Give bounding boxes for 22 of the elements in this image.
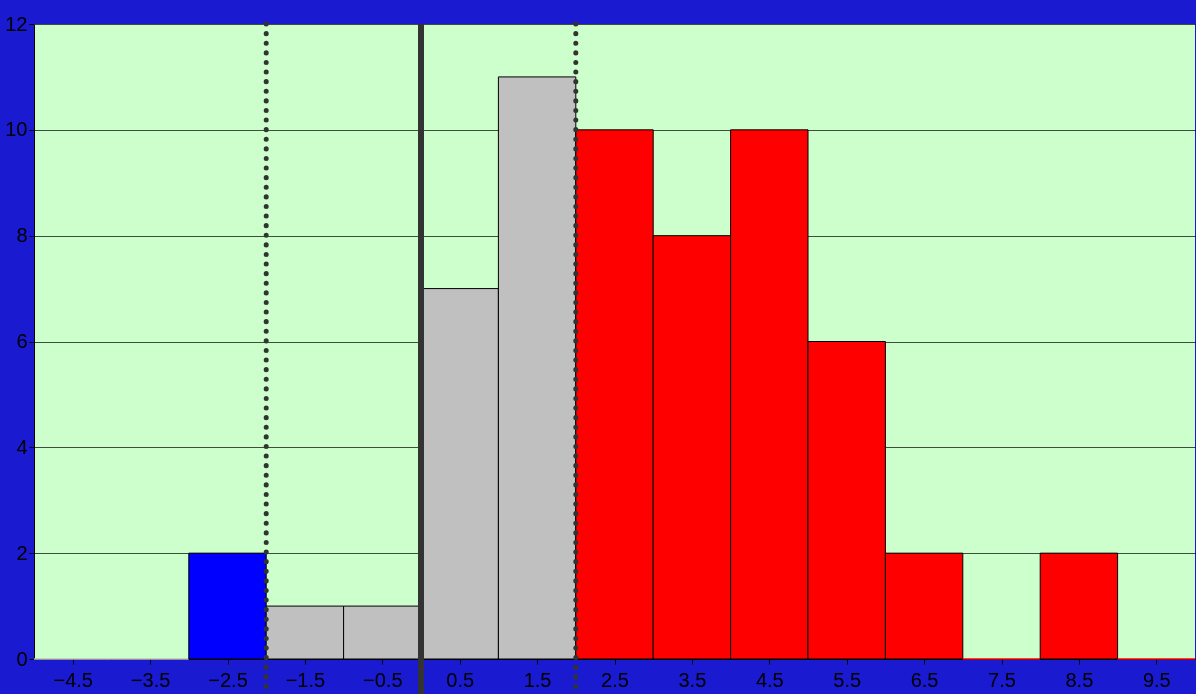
y-tick-label: 6 <box>16 330 28 352</box>
y-tick-label: 8 <box>16 224 28 247</box>
y-tick-label: 12 <box>5 12 28 35</box>
x-tick-label: 8.5 <box>1065 668 1094 691</box>
y-tick-label: 4 <box>16 435 28 458</box>
y-tick-label: 0 <box>16 647 28 670</box>
x-tick-label: −2.5 <box>208 668 248 691</box>
x-tick-label: 6.5 <box>910 668 939 691</box>
x-tick-label: 1.5 <box>523 668 552 691</box>
x-tick-label: 5.5 <box>833 668 862 691</box>
x-tick-label: −0.5 <box>363 668 403 691</box>
x-tick-label: 3.5 <box>678 668 707 691</box>
x-tick-label: 7.5 <box>988 668 1016 691</box>
x-tick-label: −1.5 <box>285 668 326 691</box>
x-tick-label: 0.5 <box>446 668 475 691</box>
x-tick-label: 2.5 <box>601 668 629 691</box>
x-tick-label: −3.5 <box>130 668 171 691</box>
x-tick-label: −4.5 <box>53 668 93 691</box>
y-tick-label: 2 <box>16 541 28 564</box>
x-tick-label: 9.5 <box>1142 668 1171 691</box>
y-tick-label: 10 <box>5 118 28 141</box>
x-tick-label: 4.5 <box>755 668 784 691</box>
